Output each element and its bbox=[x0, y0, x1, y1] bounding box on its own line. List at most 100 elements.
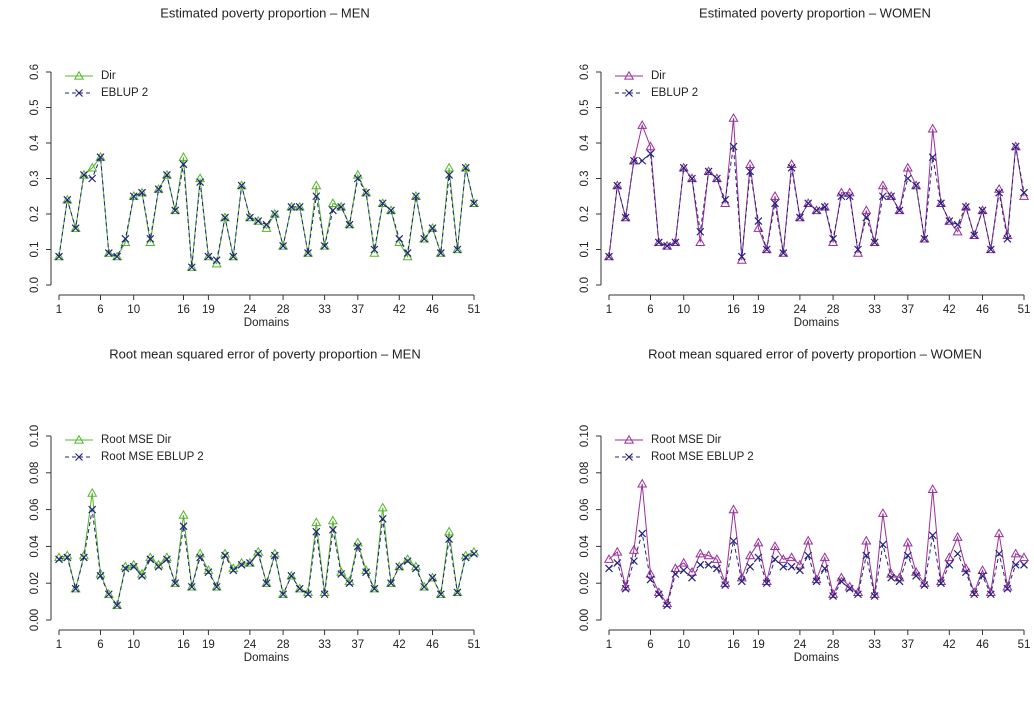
marker-triangle bbox=[211, 581, 222, 591]
marker-x bbox=[470, 199, 478, 208]
y-tick-label: 0.02 bbox=[29, 572, 41, 594]
marker-x bbox=[920, 581, 929, 589]
marker-x bbox=[436, 249, 445, 257]
marker-x bbox=[629, 557, 638, 566]
marker-triangle bbox=[286, 570, 297, 580]
marker-triangle bbox=[444, 162, 455, 172]
marker-x bbox=[196, 178, 205, 186]
x-tick-label: 46 bbox=[976, 639, 989, 651]
marker-x bbox=[829, 234, 838, 243]
marker-x bbox=[679, 566, 688, 575]
marker-triangle bbox=[361, 187, 372, 197]
marker-x bbox=[55, 252, 63, 261]
marker-triangle bbox=[278, 589, 289, 598]
marker-triangle bbox=[369, 247, 380, 257]
marker-triangle bbox=[70, 222, 81, 232]
marker-triangle bbox=[419, 233, 430, 243]
marker-x bbox=[129, 562, 138, 571]
marker-x bbox=[55, 555, 63, 564]
marker-triangle bbox=[402, 251, 413, 261]
marker-triangle bbox=[678, 557, 689, 567]
marker-x bbox=[729, 142, 738, 151]
marker-x bbox=[171, 579, 180, 588]
marker-x bbox=[88, 174, 97, 183]
marker-x bbox=[121, 234, 130, 243]
y-tick-label: 0.04 bbox=[579, 535, 591, 558]
marker-triangle bbox=[911, 180, 922, 190]
marker-x bbox=[254, 549, 263, 558]
marker-x bbox=[895, 206, 904, 215]
marker-x bbox=[71, 224, 80, 233]
marker-x bbox=[937, 579, 945, 588]
marker-x bbox=[262, 220, 271, 229]
marker-x bbox=[162, 171, 171, 179]
marker-triangle bbox=[695, 237, 706, 247]
x-tick-label: 16 bbox=[727, 304, 740, 316]
marker-triangle bbox=[803, 198, 814, 207]
y-tick-label: 0.0 bbox=[579, 277, 591, 293]
marker-x bbox=[771, 555, 779, 564]
marker-triangle bbox=[1018, 191, 1030, 200]
x-tick-label: 24 bbox=[794, 639, 807, 651]
marker-x bbox=[403, 249, 412, 257]
marker-x bbox=[204, 568, 213, 577]
marker-x bbox=[204, 252, 213, 261]
marker-x bbox=[638, 156, 647, 165]
marker-x bbox=[387, 206, 395, 215]
y-tick-label: 0.6 bbox=[579, 64, 591, 80]
marker-x bbox=[663, 601, 672, 610]
marker-x bbox=[63, 553, 72, 562]
marker-x bbox=[961, 202, 970, 211]
marker-x bbox=[337, 570, 346, 578]
x-tick-label: 24 bbox=[244, 639, 257, 651]
marker-x bbox=[88, 505, 97, 514]
marker-triangle bbox=[761, 244, 772, 254]
panel-title: Estimated poverty proportion – MEN bbox=[160, 5, 370, 20]
marker-x bbox=[104, 590, 113, 599]
marker-x bbox=[378, 199, 387, 208]
marker-x bbox=[729, 536, 738, 545]
marker-x bbox=[945, 217, 954, 226]
marker-x bbox=[820, 564, 829, 573]
series-line bbox=[58, 509, 475, 607]
x-tick-label: 6 bbox=[647, 304, 653, 316]
marker-x bbox=[113, 252, 122, 261]
y-tick-label: 0.10 bbox=[29, 425, 41, 447]
marker-x bbox=[328, 206, 337, 215]
marker-triangle bbox=[178, 509, 189, 519]
marker-x bbox=[787, 562, 796, 571]
marker-triangle bbox=[861, 205, 872, 215]
marker-x bbox=[470, 549, 478, 558]
marker-x bbox=[395, 562, 404, 571]
marker-triangle bbox=[952, 226, 963, 236]
marker-x bbox=[63, 195, 72, 204]
marker-x bbox=[845, 192, 854, 201]
y-tick-label: 0.4 bbox=[29, 134, 41, 151]
marker-x bbox=[654, 238, 663, 247]
marker-triangle bbox=[103, 589, 114, 598]
marker-x bbox=[395, 234, 404, 243]
marker-triangle bbox=[319, 240, 330, 250]
series-line bbox=[58, 157, 475, 268]
x-tick-label: 19 bbox=[752, 304, 765, 316]
marker-triangle bbox=[603, 554, 615, 563]
marker-x bbox=[461, 163, 470, 172]
marker-x bbox=[420, 582, 429, 591]
marker-triangle bbox=[344, 219, 355, 229]
marker-x bbox=[270, 551, 279, 560]
marker-triangle bbox=[236, 180, 247, 190]
marker-x bbox=[436, 590, 445, 599]
marker-x bbox=[696, 560, 705, 569]
marker-x bbox=[1020, 560, 1028, 569]
marker-triangle bbox=[377, 198, 388, 207]
y-tick-label: 0.3 bbox=[29, 171, 41, 187]
marker-x bbox=[613, 181, 622, 190]
legend-label: Root MSE EBLUP 2 bbox=[101, 451, 204, 463]
marker-triangle bbox=[745, 159, 756, 168]
marker-triangle bbox=[427, 222, 438, 232]
marker-x bbox=[621, 213, 630, 222]
x-axis-label: Domains bbox=[244, 317, 290, 329]
marker-triangle bbox=[919, 233, 930, 243]
marker-triangle bbox=[136, 187, 148, 197]
